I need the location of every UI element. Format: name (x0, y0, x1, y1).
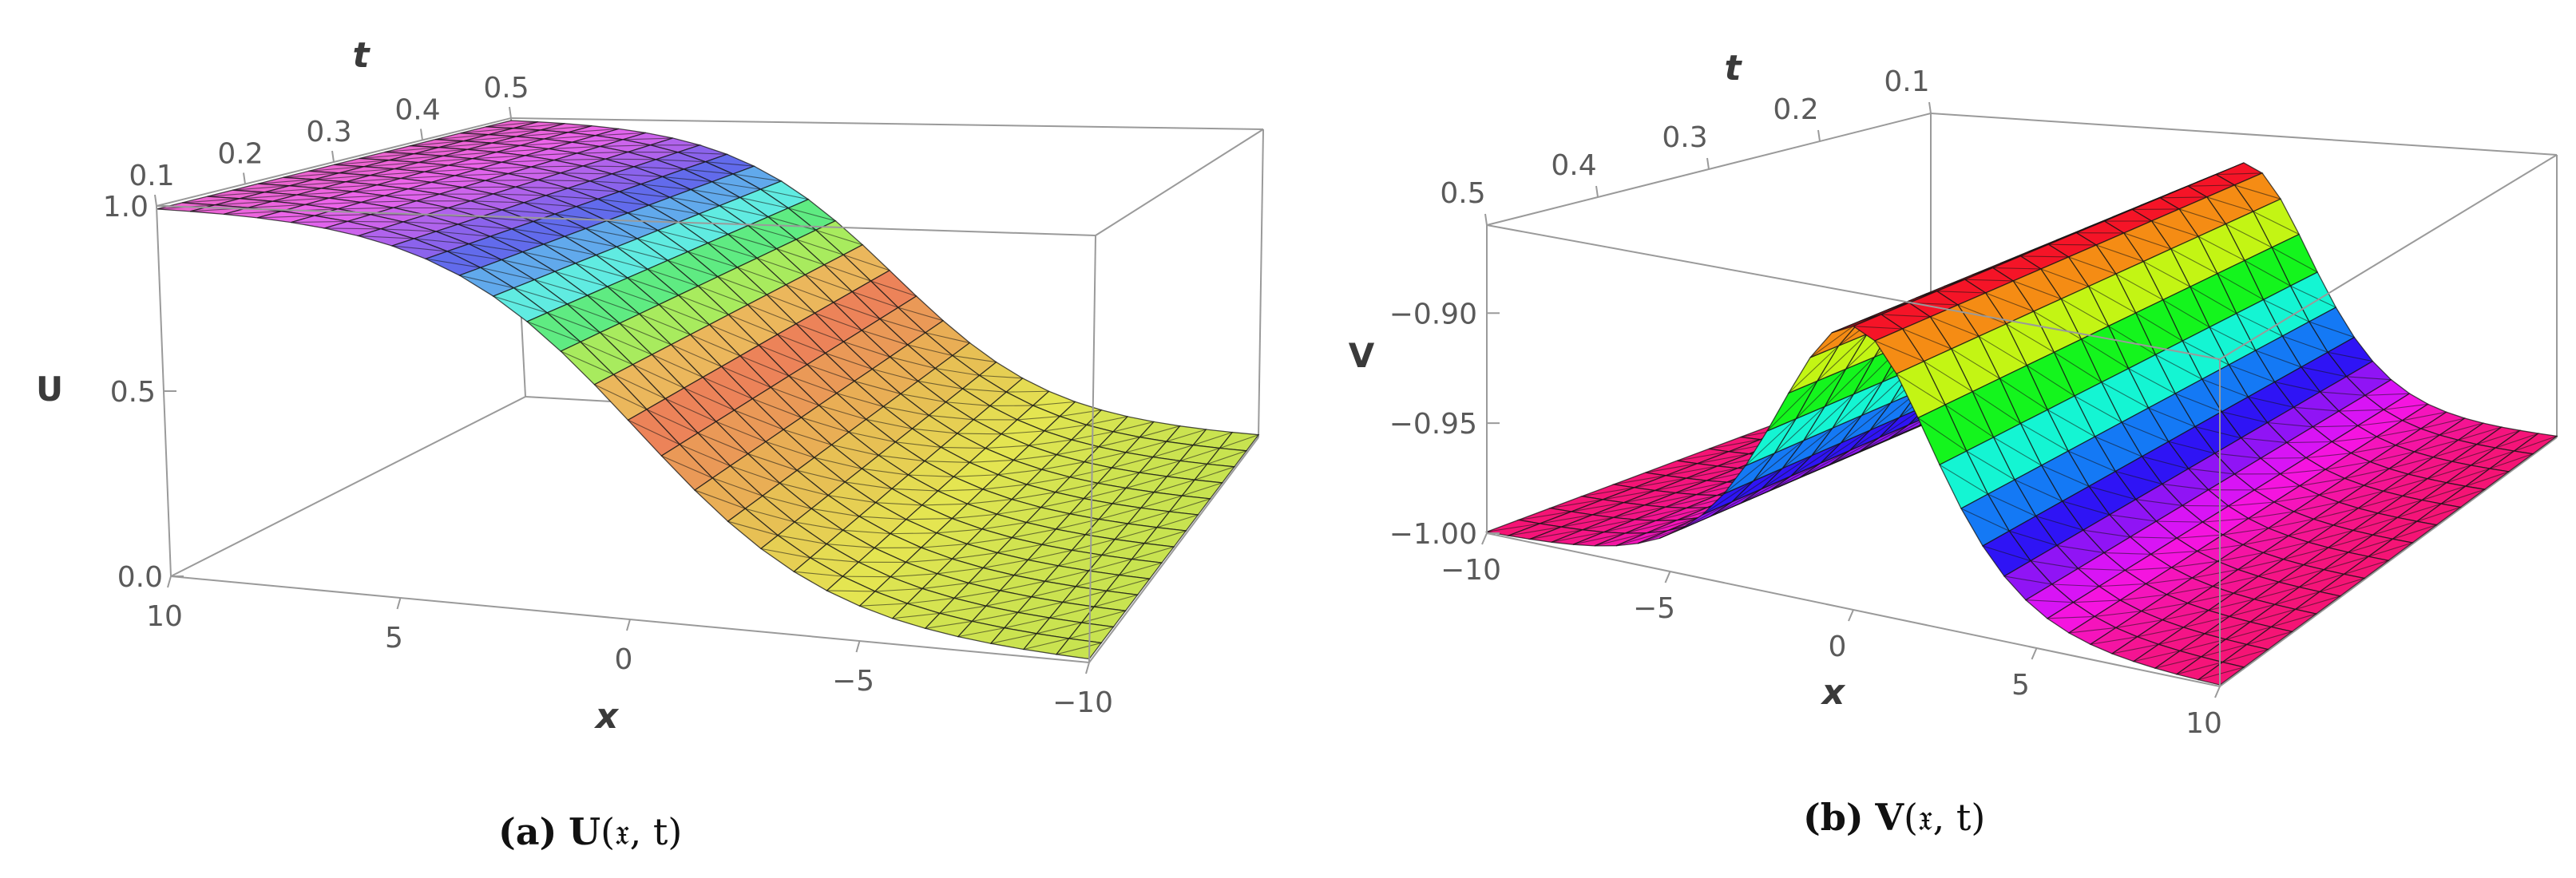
t-tick-label: 0.5 (483, 72, 529, 105)
value-axis-title: U (36, 370, 63, 409)
t-axis-title: t (352, 35, 371, 76)
value-axis-title: V (1349, 336, 1375, 375)
t-tick-mark (509, 107, 511, 118)
surface-diagonal (2132, 209, 2179, 210)
z-axis-ticks: 0.0 0.5 1.0 (103, 191, 184, 594)
box-edge-back-5 (1258, 129, 1263, 437)
t-tick-mark (155, 195, 157, 206)
x-tick-label: 5 (385, 622, 403, 655)
x-axis-title: x (1821, 672, 1846, 713)
caption-b: (b) V(𝔵, t) (1803, 796, 1985, 839)
x-tick-mark (857, 641, 860, 652)
caption-a-label: (a) (498, 810, 557, 853)
t-tick-mark (1485, 214, 1487, 225)
surface-diagonal (2261, 458, 2306, 459)
x-tick-label: 0 (1829, 631, 1847, 663)
z-tick-label: −0.90 (1389, 298, 1477, 330)
x-tick-label: −5 (1633, 592, 1675, 625)
surface-diagonal (842, 576, 890, 577)
z-tick-label: 1.0 (103, 191, 149, 223)
x-tick-mark (1482, 533, 1487, 544)
t-tick-mark (332, 151, 334, 162)
caption-a-args: (𝔵, t) (600, 810, 682, 853)
x-tick-label: −10 (1441, 554, 1501, 587)
x-tick-label: 10 (2186, 707, 2222, 740)
surface-diagonal (2182, 505, 2229, 506)
t-axis-ticks: 0.1 0.2 0.3 0.4 0.5 (1440, 65, 1931, 225)
surface-diagonal (605, 159, 656, 160)
t-tick-mark (244, 173, 245, 184)
t-tick-label: 0.2 (217, 138, 263, 171)
caption-b-label: (b) (1803, 796, 1864, 839)
t-tick-label: 0.3 (306, 116, 351, 148)
box-edge-back-3 (511, 118, 1263, 129)
box-edge-back-1 (171, 397, 525, 576)
t-axis-title: t (1724, 48, 1742, 89)
surface-diagonal (347, 221, 403, 222)
t-tick-label: 0.5 (1440, 177, 1485, 210)
caption-b-args: (𝔵, t) (1904, 796, 1985, 839)
panel-a: 10 5 0 −5 −10 0.1 0.2 0.3 0.4 0.5 0.0 0.5 1.0 x t U (36, 35, 1263, 737)
caption-a: (a) U(𝔵, t) (498, 810, 682, 853)
t-tick-mark (1818, 130, 1820, 141)
x-tick-mark (1849, 610, 1853, 621)
surface-diagonal (485, 180, 538, 181)
z-axis-ticks: −0.90 −0.95 −1.00 (1389, 298, 1500, 551)
x-tick-label: −5 (832, 665, 874, 698)
t-tick-label: 0.4 (394, 94, 440, 127)
surface-diagonal (957, 433, 1001, 434)
x-tick-mark (168, 576, 171, 587)
x-tick-mark (1666, 571, 1670, 583)
x-tick-mark (2032, 648, 2037, 659)
x-tick-mark (398, 598, 401, 609)
caption-b-func: V (1874, 796, 1904, 839)
x-tick-label: 5 (2011, 669, 2030, 702)
x-tick-label: −10 (1052, 686, 1113, 719)
z-tick-label: 0.0 (117, 561, 163, 594)
t-tick-label: 0.4 (1551, 149, 1596, 182)
surface-diagonal (2049, 244, 2097, 245)
t-tick-label: 0.1 (129, 160, 174, 192)
x-tick-label: 0 (615, 643, 633, 676)
z-tick-label: −1.00 (1389, 518, 1477, 551)
z-tick-label: −0.95 (1389, 408, 1477, 441)
box-edge-front-4 (1096, 129, 1263, 235)
z-tick-label: 0.5 (110, 376, 156, 409)
x-axis-title: x (594, 696, 620, 737)
caption-a-func: U (569, 810, 600, 853)
t-tick-mark (1596, 186, 1598, 197)
t-tick-mark (421, 129, 422, 140)
t-tick-label: 0.1 (1884, 65, 1929, 98)
x-tick-mark (2215, 686, 2220, 698)
x-tick-mark (627, 619, 630, 631)
box-edge-back-3 (1931, 113, 2557, 155)
surface-diagonal (890, 533, 937, 534)
x-tick-mark (1086, 662, 1089, 674)
x-tick-label: 10 (146, 600, 183, 633)
t-tick-mark (1707, 158, 1709, 169)
t-tick-label: 0.3 (1662, 121, 1707, 154)
t-tick-label: 0.2 (1773, 93, 1818, 126)
panel-b: −10 −5 0 5 10 0.1 0.2 0.3 0.4 0.5 −0.90 −0.95 −1.00 x… (1349, 48, 2557, 740)
t-tick-mark (1929, 102, 1931, 113)
